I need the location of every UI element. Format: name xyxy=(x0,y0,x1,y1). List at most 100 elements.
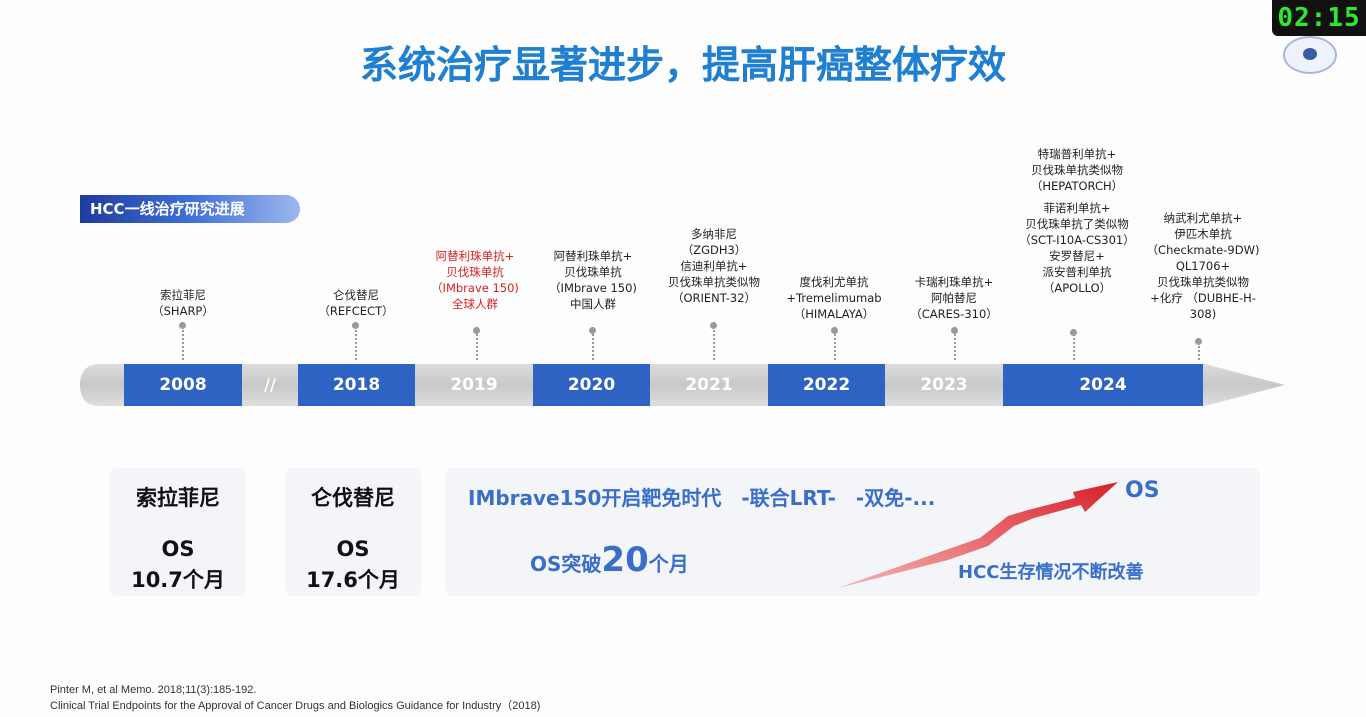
section-tag: HCC一线治疗研究进展 xyxy=(80,195,300,223)
drug-line: 308) xyxy=(1189,307,1217,321)
drug-line: 菲诺利单抗+ xyxy=(1043,201,1111,215)
drug-label-2021: 多纳非尼 （ZGDH3） 信迪利单抗+ 贝伐珠单抗类似物 （ORIENT-32） xyxy=(655,226,773,306)
connector-line xyxy=(1073,329,1075,360)
drug-line: 纳武利尤单抗+ xyxy=(1163,211,1243,225)
drug-line: （Checkmate-9DW) xyxy=(1146,243,1260,257)
drug-line: （IMbrave 150) xyxy=(549,281,637,295)
drug-label-refcect: 仑伐替尼 （REFCECT） xyxy=(300,287,412,319)
sorafenib-os-box xyxy=(110,468,246,596)
lenvatinib-os-box xyxy=(285,468,421,596)
drug-label-2024-a: 特瑞普利单抗+ 贝伐珠单抗类似物 （HEPATORCH） 菲诺利单抗+ 贝伐珠单… xyxy=(1015,146,1139,296)
connector-dot xyxy=(179,322,186,329)
timer-clock: 02:15 xyxy=(1272,0,1366,36)
sorafenib-name: 索拉菲尼 xyxy=(136,486,220,510)
drug-line: 安罗替尼+ xyxy=(1049,249,1105,263)
drug-label-imbrave-global: 阿替利珠单抗+ 贝伐珠单抗 （IMbrave 150) 全球人群 xyxy=(418,248,532,312)
year-2021: 2021 xyxy=(685,375,733,395)
drug-line: （HEPATORCH） xyxy=(1030,179,1124,193)
os-arrow-label: OS xyxy=(1125,478,1160,503)
drug-line: 阿替利珠单抗+ xyxy=(553,249,633,263)
trend-arrow-icon xyxy=(838,482,1118,588)
slide-title: 系统治疗显著进步，提高肝癌整体疗效 xyxy=(0,34,1366,89)
drug-line: （ORIENT-32） xyxy=(671,291,757,305)
drug-line: （HIMALAYA） xyxy=(793,307,875,321)
drug-line: 阿帕替尼 xyxy=(931,291,977,305)
drug-label-imbrave-china: 阿替利珠单抗+ 贝伐珠单抗 （IMbrave 150) 中国人群 xyxy=(536,248,650,312)
drug-line: 信迪利单抗+ xyxy=(680,259,748,273)
drug-line: +化疗 （DUBHE-H- xyxy=(1150,291,1256,305)
connector-line xyxy=(713,322,715,360)
year-2023: 2023 xyxy=(920,375,968,395)
institution-logo-icon xyxy=(1283,36,1337,74)
drug-label-cares: 卡瑞利珠单抗+ 阿帕替尼 （CARES-310） xyxy=(895,274,1013,322)
drug-line: 卡瑞利珠单抗+ xyxy=(914,275,994,289)
drug-line: 贝伐珠单抗 xyxy=(446,265,504,279)
drug-label-2024-b: 纳武利尤单抗+ 伊匹木单抗 （Checkmate-9DW) QL1706+ 贝伐… xyxy=(1144,210,1262,322)
drug-line: 多纳非尼 xyxy=(691,227,737,241)
year-2019: 2019 xyxy=(450,375,498,395)
lenvatinib-os-value: 17.6个月 xyxy=(306,568,400,592)
year-2020: 2020 xyxy=(533,364,650,406)
era-box xyxy=(445,468,1260,596)
connector-dot xyxy=(710,322,717,329)
drug-line: （IMbrave 150) xyxy=(431,281,519,295)
sorafenib-os-label: OS xyxy=(161,537,195,561)
connector-dot xyxy=(473,327,480,334)
reference-1: Pinter M, et al Memo. 2018;11(3):185-192… xyxy=(50,684,257,696)
drug-line: （ZGDH3） xyxy=(681,243,747,257)
connector-dot xyxy=(1070,329,1077,336)
connector-dot xyxy=(831,327,838,334)
drug-line: 伊匹木单抗 xyxy=(1174,227,1232,241)
drug-line: （SHARP） xyxy=(152,304,214,318)
drug-label-sharp: 索拉菲尼 （SHARP） xyxy=(130,287,236,319)
year-2008: 2008 xyxy=(124,364,242,406)
drug-line: 贝伐珠单抗类似物 xyxy=(1157,275,1249,289)
drug-line: （REFCECT） xyxy=(318,304,394,318)
era-text: IMbrave150开启靶免时代 -联合LRT- -双免-... xyxy=(468,486,936,510)
connector-line xyxy=(592,327,594,360)
drug-line: 贝伐珠单抗 xyxy=(564,265,622,279)
os-break-suffix: 个月 xyxy=(648,552,689,576)
lenvatinib-name: 仑伐替尼 xyxy=(311,486,395,510)
drug-line: 中国人群 xyxy=(570,297,616,311)
drug-line: 索拉菲尼 xyxy=(160,288,206,302)
sorafenib-os-value: 10.7个月 xyxy=(131,568,225,592)
drug-line: 贝伐珠单抗类似物 xyxy=(1031,163,1123,177)
drug-line: 特瑞普利单抗+ xyxy=(1037,147,1117,161)
drug-line: 仑伐替尼 xyxy=(333,288,379,302)
drug-line: +Tremelimumab xyxy=(786,291,882,305)
connector-line xyxy=(1198,338,1200,360)
references: Pinter M, et al Memo. 2018;11(3):185-192… xyxy=(50,682,540,714)
os-breakthrough: OS突破20个月 xyxy=(530,540,689,580)
connector-line xyxy=(476,327,478,360)
connector-line xyxy=(355,322,357,360)
os-break-prefix: OS突破 xyxy=(530,552,602,576)
connector-dot xyxy=(589,327,596,334)
drug-line: QL1706+ xyxy=(1175,259,1231,273)
year-2018: 2018 xyxy=(298,364,415,406)
reference-2: Clinical Trial Endpoints for the Approva… xyxy=(50,700,541,712)
timeline-separator: // xyxy=(264,375,276,394)
connector-dot xyxy=(951,327,958,334)
drug-line: （SCT-I10A-CS301） xyxy=(1019,233,1135,247)
connector-dot xyxy=(352,322,359,329)
lenvatinib-os-label: OS xyxy=(336,537,370,561)
connector-line xyxy=(954,327,956,360)
drug-line: 度伐利尤单抗 xyxy=(799,275,869,289)
drug-line: 阿替利珠单抗+ xyxy=(435,249,515,263)
year-2022: 2022 xyxy=(768,364,885,406)
drug-line: 全球人群 xyxy=(452,297,498,311)
drug-label-himalaya: 度伐利尤单抗 +Tremelimumab （HIMALAYA） xyxy=(774,274,894,322)
connector-line xyxy=(182,322,184,360)
connector-dot xyxy=(1195,338,1202,345)
drug-line: 贝伐珠单抗了类似物 xyxy=(1025,217,1129,231)
drug-line: （CARES-310） xyxy=(910,307,998,321)
connector-line xyxy=(834,327,836,360)
drug-line: （APOLLO） xyxy=(1042,281,1112,295)
drug-line: 贝伐珠单抗类似物 xyxy=(668,275,760,289)
trend-text: HCC生存情况不断改善 xyxy=(958,562,1144,583)
os-break-number: 20 xyxy=(601,540,649,580)
drug-line: 派安普利单抗 xyxy=(1042,265,1112,279)
year-2024: 2024 xyxy=(1003,364,1203,406)
